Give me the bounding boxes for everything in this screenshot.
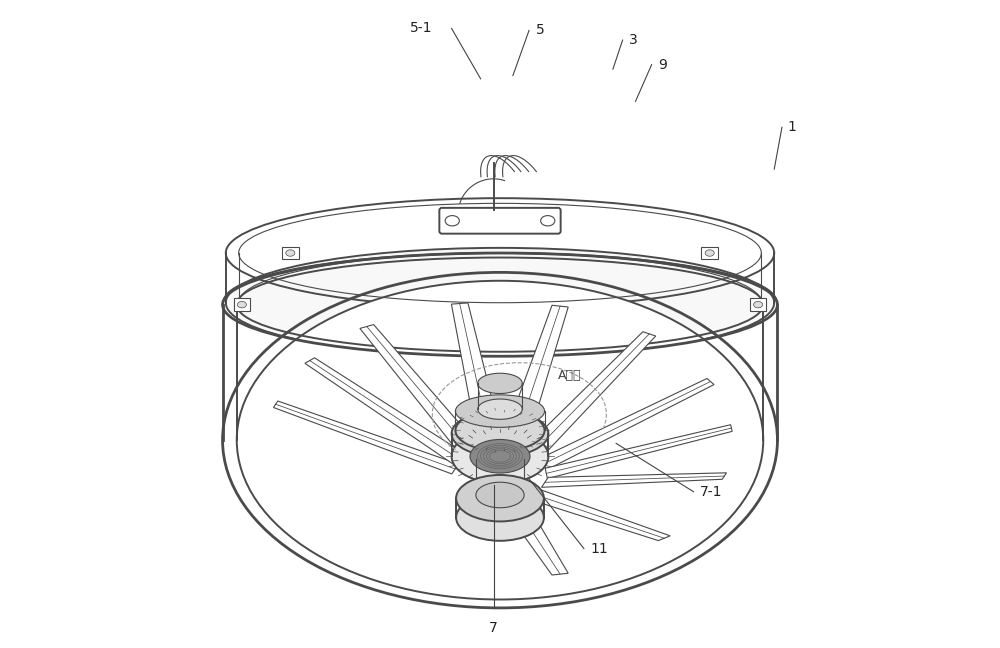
Bar <box>282 247 299 259</box>
Bar <box>750 298 766 311</box>
Text: 7: 7 <box>489 621 498 635</box>
Ellipse shape <box>237 281 763 599</box>
Polygon shape <box>545 424 732 478</box>
Polygon shape <box>273 401 458 474</box>
Ellipse shape <box>286 249 295 256</box>
Ellipse shape <box>470 439 530 473</box>
Polygon shape <box>542 473 727 487</box>
Polygon shape <box>520 332 656 459</box>
Ellipse shape <box>452 411 548 457</box>
Text: 5-1: 5-1 <box>410 21 432 36</box>
Text: A放大: A放大 <box>558 369 582 382</box>
Ellipse shape <box>754 301 763 308</box>
Polygon shape <box>500 499 568 575</box>
Polygon shape <box>500 305 568 452</box>
Text: 11: 11 <box>590 542 608 555</box>
FancyBboxPatch shape <box>439 208 561 234</box>
Ellipse shape <box>455 410 545 451</box>
Ellipse shape <box>445 216 459 226</box>
Ellipse shape <box>476 482 524 508</box>
Ellipse shape <box>226 248 774 358</box>
Polygon shape <box>537 378 714 469</box>
Polygon shape <box>451 303 505 451</box>
Bar <box>701 247 718 259</box>
Text: 1: 1 <box>787 121 796 134</box>
Bar <box>234 298 250 311</box>
Ellipse shape <box>452 429 548 483</box>
Ellipse shape <box>478 373 522 393</box>
Text: 7-1: 7-1 <box>700 485 723 499</box>
Ellipse shape <box>705 249 714 256</box>
Ellipse shape <box>478 399 522 419</box>
Polygon shape <box>360 325 484 457</box>
Text: 9: 9 <box>658 58 667 72</box>
Ellipse shape <box>456 475 544 522</box>
Text: 3: 3 <box>629 33 638 47</box>
Ellipse shape <box>541 216 555 226</box>
Polygon shape <box>524 491 670 540</box>
Ellipse shape <box>455 395 545 428</box>
Polygon shape <box>305 358 469 465</box>
Text: 5: 5 <box>535 23 544 38</box>
Ellipse shape <box>237 301 246 308</box>
Ellipse shape <box>456 494 544 541</box>
